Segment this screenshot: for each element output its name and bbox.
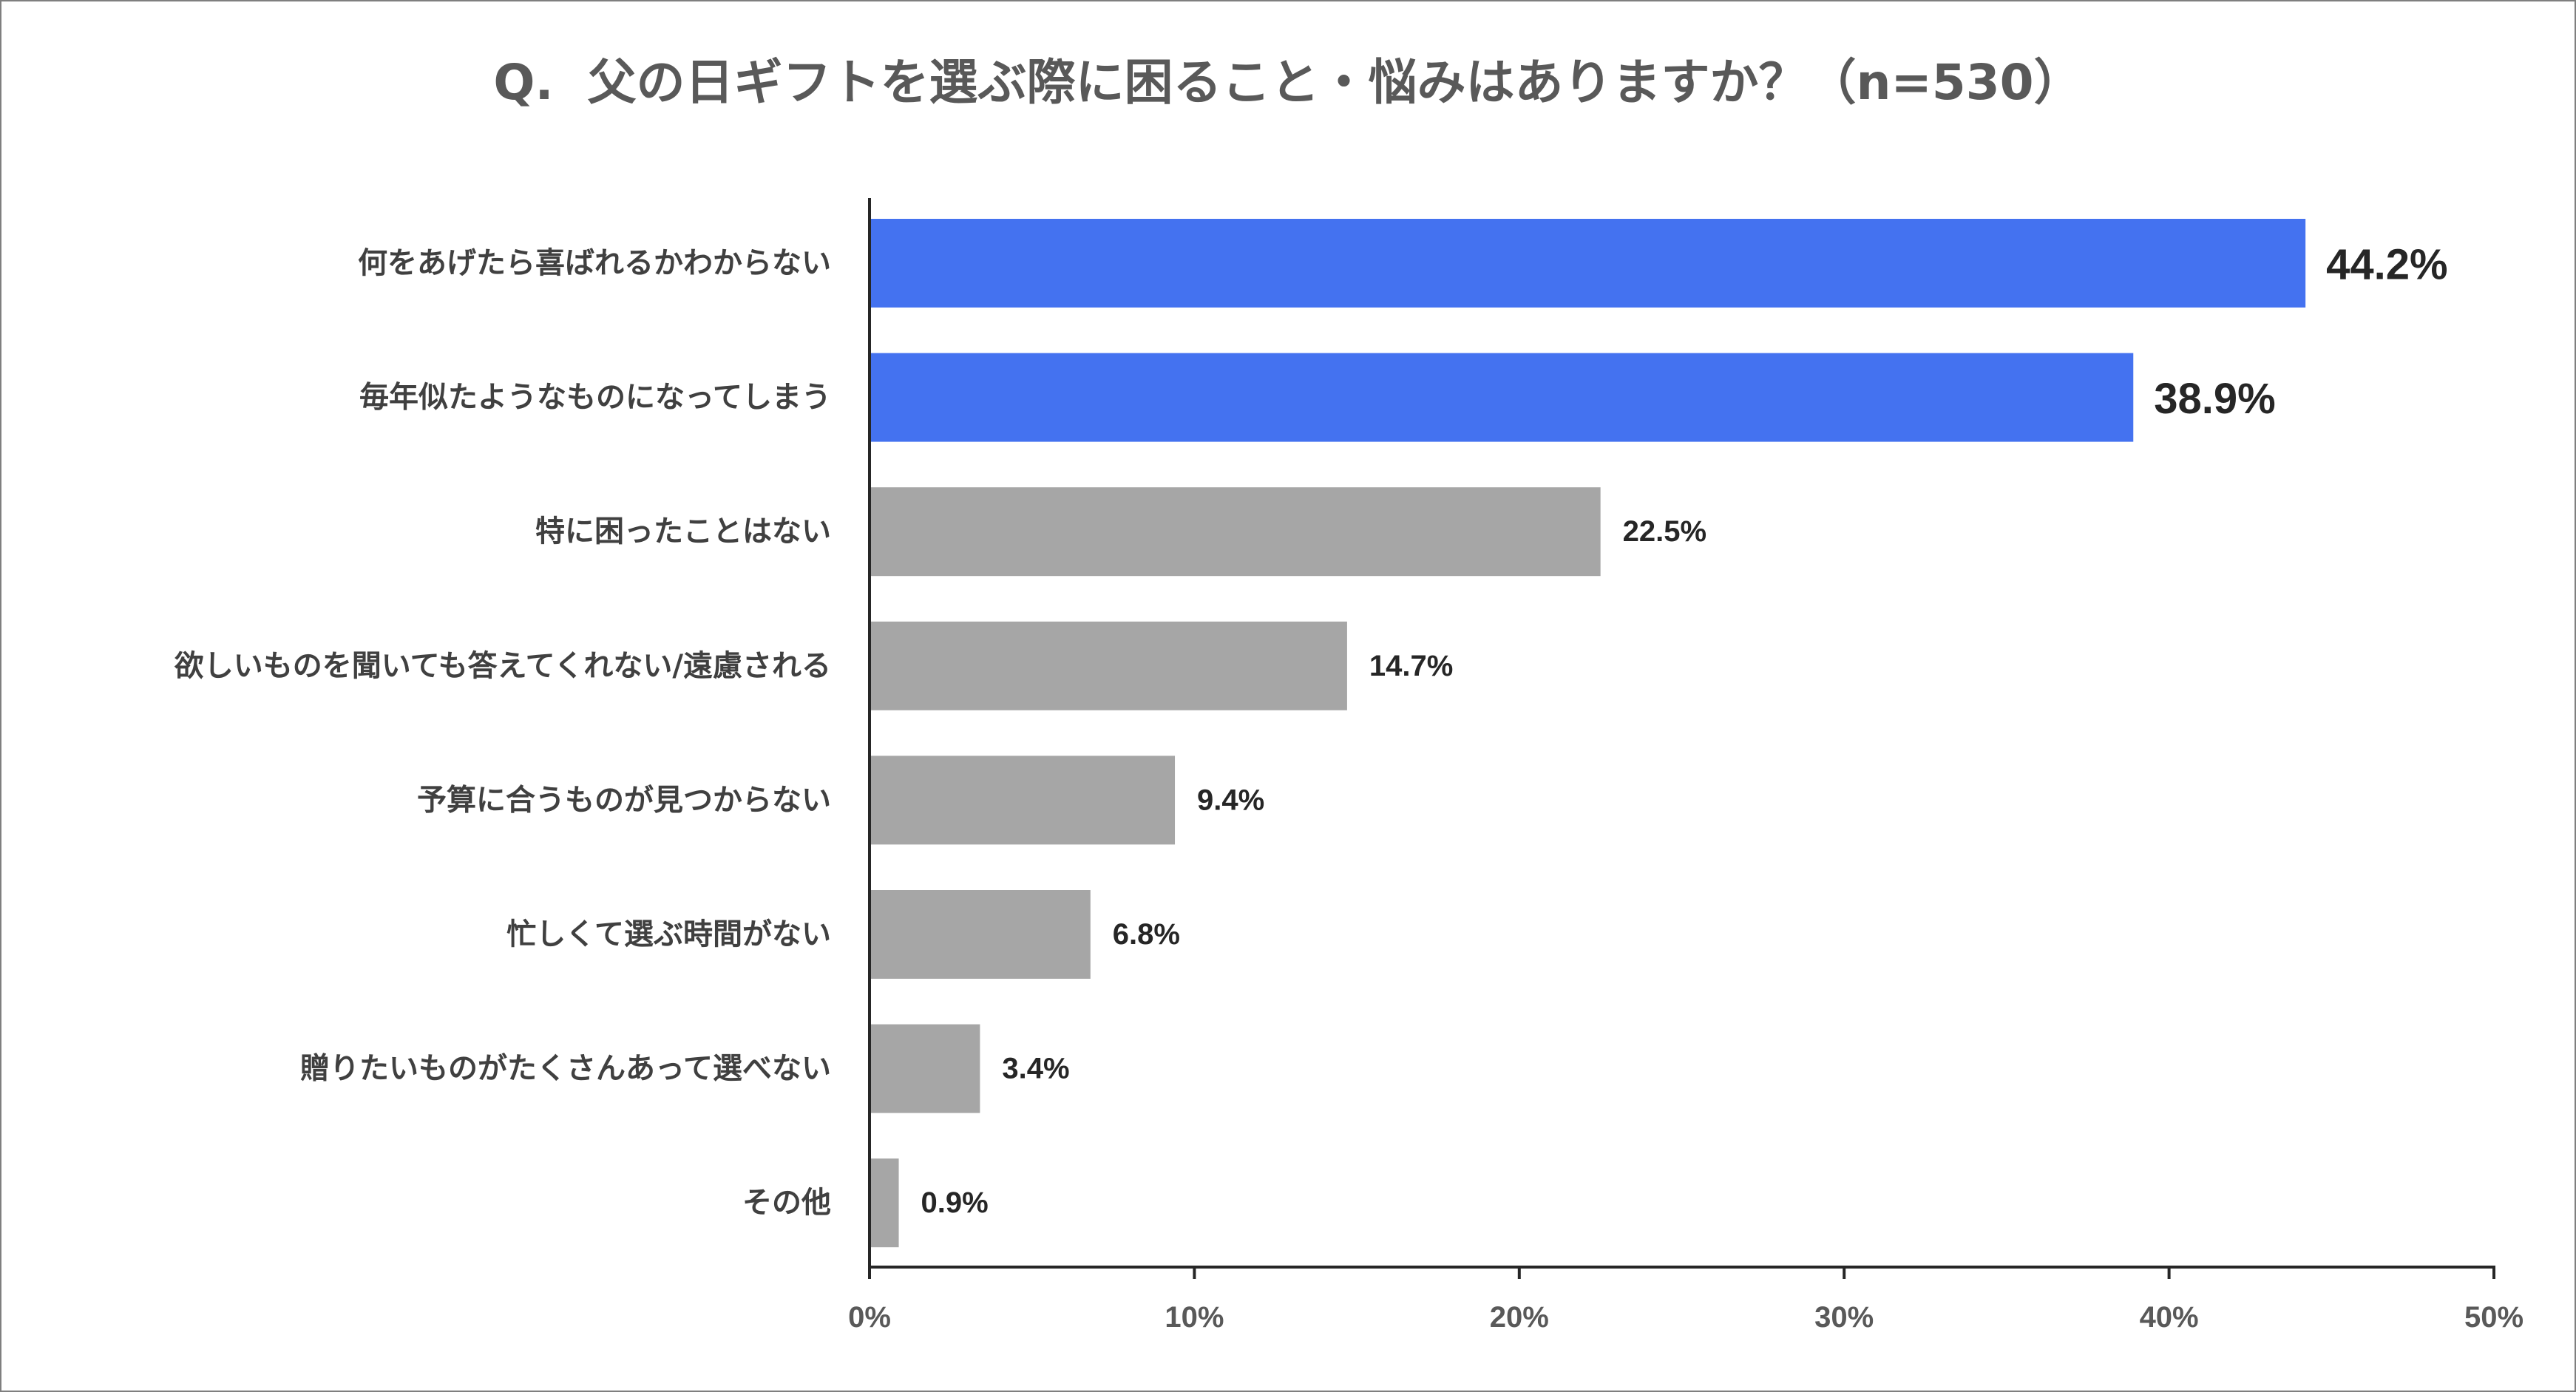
x-tick-label: 0% — [848, 1301, 891, 1334]
bar — [870, 890, 1091, 979]
data-label: 3.4% — [1002, 1053, 1069, 1085]
x-tick-label: 40% — [2140, 1301, 2199, 1334]
category-label: 欲しいものを聞いても答えてくれない/遠慮される — [174, 649, 831, 683]
bar — [870, 353, 2134, 442]
x-tick-label: 30% — [1814, 1301, 1874, 1334]
bar — [870, 1158, 899, 1248]
data-label: 44.2% — [2326, 241, 2447, 289]
data-label: 22.5% — [1623, 515, 1706, 548]
bar — [870, 756, 1176, 845]
bar — [870, 487, 1601, 577]
category-label: 毎年似たようなものになってしまう — [359, 381, 831, 415]
data-label: 9.4% — [1197, 784, 1264, 816]
x-tick-label: 10% — [1165, 1301, 1224, 1334]
data-label: 6.8% — [1113, 918, 1180, 951]
bar — [870, 621, 1347, 710]
data-label: 38.9% — [2154, 375, 2275, 423]
data-label: 0.9% — [921, 1186, 989, 1219]
category-label: 特に困ったことはない — [535, 515, 831, 549]
bar — [870, 1024, 980, 1113]
x-tick-label: 20% — [1490, 1301, 1549, 1334]
category-label: 忙しくて選ぶ時間がない — [506, 917, 831, 951]
chart-title: Q. 父の日ギフトを選ぶ際に困ること・悩みはありますか？（n=530） — [493, 54, 2083, 111]
data-label: 14.7% — [1369, 650, 1453, 682]
category-label: 贈りたいものがたくさんあって選べない — [300, 1052, 831, 1086]
bar — [870, 219, 2306, 308]
category-label: 何をあげたら喜ばれるかわからない — [358, 246, 831, 280]
x-tick-label: 50% — [2464, 1301, 2524, 1334]
category-label: その他 — [742, 1186, 831, 1220]
category-label: 予算に合うものが見つからない — [417, 783, 831, 817]
